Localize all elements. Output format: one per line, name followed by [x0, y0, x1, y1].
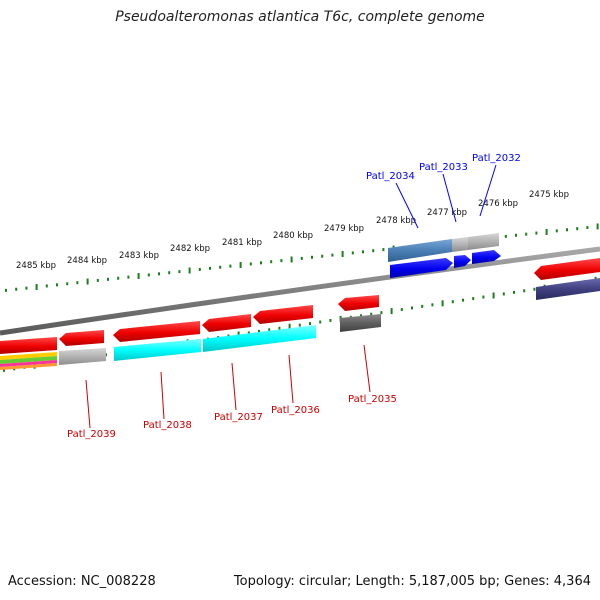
genome-backbone — [0, 246, 600, 336]
gene-label[interactable]: Patl_2037 — [214, 412, 263, 423]
forward-cds-arrow — [472, 250, 501, 264]
gene-leader-line — [160, 371, 165, 420]
gene-label[interactable]: Patl_2034 — [366, 171, 415, 182]
scale-label: 2475 kbp — [529, 190, 569, 200]
map-title: Pseudoalteromonas atlantica T6c, complet… — [115, 9, 485, 25]
gene-label[interactable]: Patl_2036 — [271, 405, 320, 416]
scale-label: 2479 kbp — [324, 224, 364, 234]
reverse-cds-arrow — [113, 321, 200, 342]
gene-label[interactable]: Patl_2032 — [472, 153, 521, 164]
reverse-cds-arrow — [253, 305, 313, 324]
gene-leader-line — [442, 173, 457, 223]
reverse-cds-arrow — [59, 330, 104, 346]
gene-label[interactable]: Patl_2035 — [348, 394, 397, 405]
reverse-cds-track — [0, 258, 600, 354]
scale-labels: 2485 kbp 2484 kbp 2483 kbp 2482 kbp 2481 kbp… — [16, 190, 569, 271]
gene-leader-line — [231, 362, 237, 411]
cog-bar — [59, 348, 106, 365]
scale-label: 2483 kbp — [119, 251, 159, 261]
cog-bar — [0, 356, 57, 364]
scale-label: 2482 kbp — [170, 244, 210, 254]
gene-leader-line — [479, 164, 497, 217]
cog-bar — [468, 233, 499, 250]
cog-bar — [0, 360, 57, 367]
scale-label: 2484 kbp — [67, 256, 107, 266]
cog-bar — [0, 352, 57, 360]
forward-cog-track — [388, 233, 499, 262]
reverse-cds-arrow — [202, 314, 251, 332]
gene-leader-line — [363, 344, 371, 393]
scale-label: 2476 kbp — [478, 199, 518, 209]
scale-label: 2485 kbp — [16, 261, 56, 271]
scale-label: 2478 kbp — [376, 216, 416, 226]
gene-label[interactable]: Patl_2038 — [143, 420, 192, 431]
gene-leader-line — [85, 379, 91, 429]
cog-bar — [114, 339, 201, 361]
gene-leader-line — [395, 182, 419, 229]
reverse-cds-arrow — [0, 337, 57, 354]
accession-label: Accession: NC_008228 — [8, 574, 156, 589]
cog-bar — [452, 237, 468, 252]
scale-label: 2481 kbp — [222, 238, 262, 248]
forward-cds-track — [390, 250, 501, 278]
scale-label: 2477 kbp — [427, 208, 467, 218]
scale-label: 2480 kbp — [273, 231, 313, 241]
reverse-cds-arrow — [534, 258, 600, 280]
reverse-cds-arrow — [338, 295, 379, 311]
cog-bar — [340, 314, 381, 332]
reverse-cog-track — [0, 278, 600, 370]
forward-cds-arrow — [454, 255, 471, 268]
cog-bar — [536, 278, 600, 300]
gene-leader-line — [288, 354, 294, 404]
gene-label[interactable]: Patl_2039 — [67, 429, 116, 440]
cog-bar — [203, 325, 316, 352]
topology-label: Topology: circular; Length: 5,187,005 bp… — [233, 574, 591, 589]
forward-cds-arrow — [390, 258, 453, 278]
cog-bar — [388, 239, 452, 262]
gene-labels: Patl_2034 Patl_2033 Patl_2032 Patl_2039 Patl… — [67, 153, 521, 440]
cog-bar — [0, 363, 57, 370]
gene-label[interactable]: Patl_2033 — [419, 162, 468, 173]
